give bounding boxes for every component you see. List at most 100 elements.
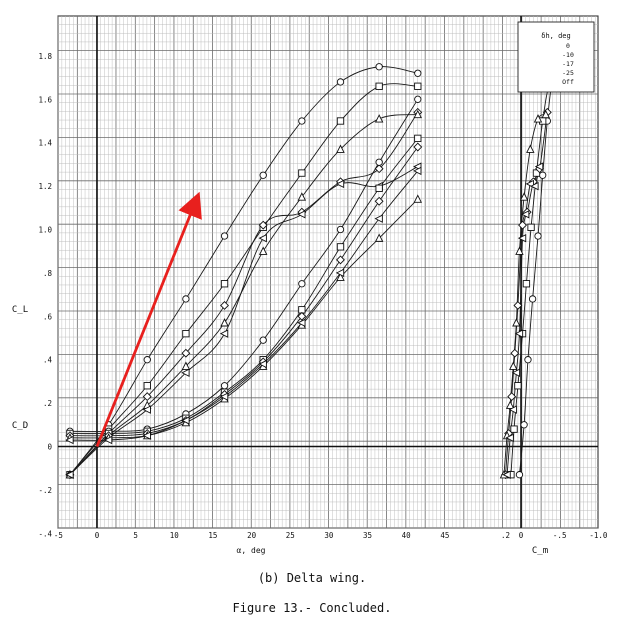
square-marker — [514, 382, 522, 390]
triangle-left-marker — [413, 166, 422, 176]
y-tick-label: 1.2 — [38, 182, 52, 191]
triangle-left-marker — [65, 470, 74, 479]
figure-label: Figure 13.- Concluded. — [232, 601, 392, 615]
circle-marker — [259, 336, 267, 344]
y-tick-label: 0 — [47, 443, 52, 452]
triangle-marker — [297, 192, 307, 201]
square-marker — [414, 134, 422, 143]
cm-curve-m25 — [503, 114, 546, 475]
diamond-marker — [142, 392, 152, 402]
y-tick-label: -.2 — [38, 486, 52, 495]
circle-marker — [528, 295, 537, 303]
x-tick-label: 45 — [440, 531, 449, 540]
grid-lines — [57, 15, 599, 529]
legend-label: Off — [562, 78, 574, 86]
cm-curve-m17 — [505, 112, 548, 475]
x-tick-label: 30 — [324, 531, 334, 540]
legend-box — [517, 21, 595, 93]
triangle-left-marker — [65, 435, 74, 445]
x-axis-title: α, deg — [237, 546, 266, 555]
circle-marker — [414, 69, 422, 77]
y-tick-label: 1.0 — [38, 226, 52, 235]
triangle-left-marker — [505, 433, 514, 443]
cd-curve-m25 — [69, 198, 419, 439]
circle-marker — [143, 356, 151, 364]
cl-curve-m17 — [69, 112, 419, 476]
triangle-left-marker — [508, 405, 517, 414]
square-marker — [414, 82, 422, 90]
circle-marker — [259, 171, 267, 179]
x-tick-label: 25 — [286, 531, 295, 540]
square-marker — [527, 223, 535, 231]
cl-curve-Off — [69, 166, 418, 476]
diamond-marker — [181, 348, 191, 358]
square-marker — [220, 280, 229, 288]
x-tick-label: 35 — [363, 531, 372, 540]
legend-label: -10 — [562, 51, 574, 59]
triangle-marker — [515, 246, 524, 255]
triangle-left-marker — [142, 431, 151, 440]
triangle-left-marker — [534, 162, 544, 171]
triangle-left-marker — [258, 233, 267, 243]
triangle-marker — [509, 361, 518, 370]
triangle-marker — [512, 318, 521, 327]
triangle-left-marker — [219, 392, 229, 401]
diamond-marker — [374, 164, 384, 174]
triangle-left-marker — [335, 268, 345, 278]
triangle-left-marker — [181, 416, 190, 425]
circle-marker — [520, 421, 528, 429]
diamond-marker — [513, 301, 523, 310]
triangle-marker — [413, 109, 423, 119]
y-tick-label: .2 — [43, 399, 52, 408]
diamond-marker — [297, 311, 307, 321]
x-tick-label: 15 — [208, 531, 217, 540]
triangle-marker — [258, 246, 268, 255]
triangle-left-marker — [335, 179, 345, 189]
circle-marker — [182, 295, 190, 303]
triangle-left-marker — [502, 470, 511, 479]
cl-curve-m10 — [69, 83, 418, 476]
y-tick-label: .8 — [43, 269, 53, 278]
data-curves — [69, 66, 561, 476]
x-tick-label: 10 — [170, 531, 180, 540]
square-marker — [336, 117, 345, 125]
circle-marker — [539, 171, 547, 179]
triangle-marker — [526, 144, 535, 153]
triangle-left-marker — [374, 214, 383, 223]
axis-labels: -.4 -.2 0 .2 .4 .6 .8 1.0 1.2 1.4 1.6 1.8 -5 0 5 10 15 20… — [12, 52, 608, 556]
square-marker — [375, 184, 383, 192]
square-marker — [522, 280, 531, 288]
triangle-left-marker — [181, 368, 190, 377]
cd-curve-m10 — [69, 138, 419, 435]
circle-marker — [298, 117, 306, 125]
x-tick-label: -5 — [54, 531, 63, 540]
circle-marker — [220, 232, 229, 240]
triangle-left-marker — [258, 359, 267, 369]
triangle-left-marker — [517, 233, 527, 243]
y-tick-label: 1.8 — [38, 52, 52, 61]
triangle-marker — [533, 114, 543, 123]
triangle-marker — [505, 400, 515, 409]
circle-marker — [414, 95, 422, 103]
diamond-marker — [507, 392, 517, 402]
diamond-marker — [413, 142, 423, 152]
square-marker — [375, 82, 383, 90]
cm-tick-label: -1.0 — [589, 531, 608, 540]
annotations — [95, 191, 202, 448]
cm-tick-label: .2 — [501, 531, 510, 540]
circle-marker — [515, 471, 524, 479]
legend-label: -25 — [562, 69, 574, 77]
triangle-marker — [413, 194, 423, 203]
diamond-marker — [374, 196, 384, 206]
y-tick-label: 1.4 — [38, 139, 52, 148]
data-markers — [65, 41, 564, 480]
y-axis-title: C_L — [12, 305, 28, 315]
triangle-marker — [519, 192, 529, 201]
triangle-marker — [220, 318, 229, 327]
circle-marker — [220, 382, 229, 390]
cd-curve-m17 — [69, 146, 419, 437]
square-marker — [182, 330, 190, 338]
triangle-left-marker — [520, 210, 530, 219]
triangle-left-marker — [297, 318, 306, 328]
